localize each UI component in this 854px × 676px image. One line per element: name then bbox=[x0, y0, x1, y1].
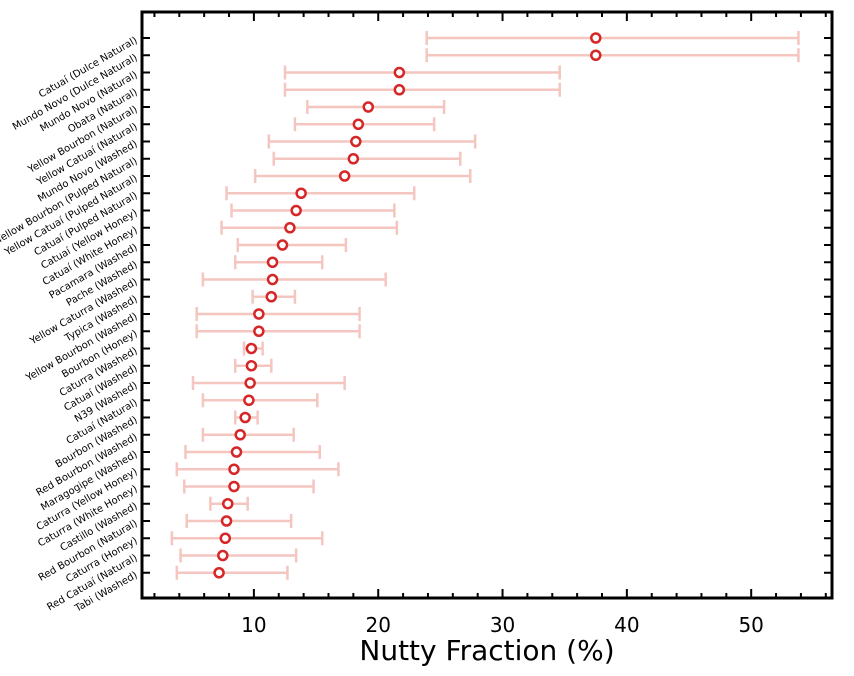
data-point bbox=[253, 325, 265, 337]
data-point bbox=[219, 532, 232, 544]
data-point bbox=[590, 49, 602, 61]
data-point bbox=[220, 515, 233, 527]
y-axis-ticks bbox=[142, 37, 832, 574]
data-point bbox=[362, 101, 375, 113]
data-point bbox=[228, 463, 240, 475]
data-point bbox=[393, 84, 406, 96]
data-point bbox=[266, 273, 279, 286]
data-point bbox=[295, 187, 307, 199]
data-point bbox=[222, 498, 234, 510]
data-point bbox=[290, 204, 302, 217]
data-point bbox=[347, 153, 360, 165]
data-point bbox=[352, 118, 365, 130]
data-point bbox=[230, 446, 243, 458]
data-point bbox=[245, 360, 258, 372]
data-point bbox=[590, 32, 602, 44]
data-point bbox=[217, 549, 229, 562]
data-point bbox=[265, 291, 278, 303]
x-tick-label: 50 bbox=[738, 613, 763, 637]
data-point bbox=[243, 394, 255, 406]
plot-frame bbox=[140, 10, 834, 600]
data-point bbox=[253, 308, 265, 320]
data-point bbox=[393, 66, 406, 79]
data-point bbox=[234, 429, 246, 441]
error-bars-layer bbox=[170, 31, 800, 580]
x-tick-label: 20 bbox=[365, 613, 390, 637]
data-point bbox=[338, 170, 351, 182]
data-point bbox=[350, 135, 362, 148]
data-point bbox=[239, 411, 251, 424]
data-point bbox=[244, 377, 256, 389]
x-tick-label: 10 bbox=[241, 613, 266, 637]
data-point bbox=[284, 222, 296, 234]
data-point bbox=[266, 256, 279, 268]
data-point bbox=[228, 480, 240, 493]
data-point bbox=[245, 342, 258, 355]
x-axis-ticks bbox=[153, 12, 827, 598]
data-point bbox=[276, 239, 289, 251]
x-tick-label: 40 bbox=[614, 613, 639, 637]
x-axis-tick-labels: 10 20 30 40 50 bbox=[241, 613, 764, 637]
data-point bbox=[213, 567, 225, 579]
y-axis-category-labels: Catuaí (Dulce Natural)Mundo Novo (Dulce … bbox=[0, 34, 140, 615]
data-points-layer bbox=[213, 32, 602, 579]
x-tick-label: 30 bbox=[490, 613, 515, 637]
x-axis-title: Nutty Fraction (%) bbox=[359, 634, 614, 667]
